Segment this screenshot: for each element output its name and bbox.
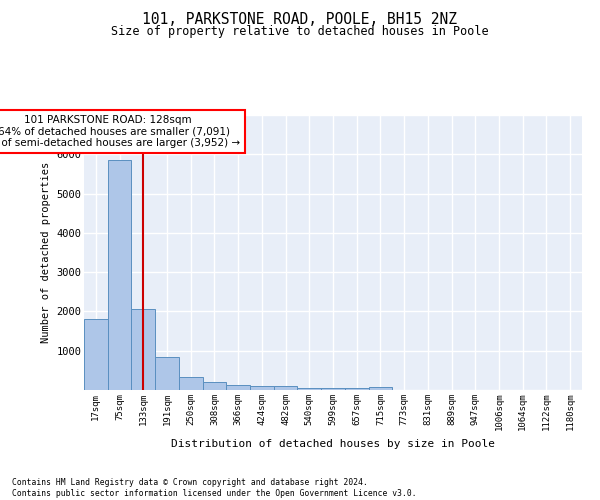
Bar bbox=[108, 160, 131, 390]
Bar bbox=[321, 388, 345, 390]
Bar bbox=[345, 388, 368, 390]
Bar bbox=[131, 310, 155, 390]
Bar bbox=[179, 376, 203, 390]
Bar bbox=[84, 320, 108, 390]
Bar bbox=[226, 386, 250, 390]
Bar bbox=[274, 386, 298, 390]
Bar bbox=[155, 358, 179, 390]
Text: Size of property relative to detached houses in Poole: Size of property relative to detached ho… bbox=[111, 24, 489, 38]
Y-axis label: Number of detached properties: Number of detached properties bbox=[41, 162, 50, 343]
Bar bbox=[203, 382, 226, 390]
Bar bbox=[298, 388, 321, 390]
X-axis label: Distribution of detached houses by size in Poole: Distribution of detached houses by size … bbox=[171, 438, 495, 448]
Bar bbox=[250, 386, 274, 390]
Text: 101 PARKSTONE ROAD: 128sqm
← 64% of detached houses are smaller (7,091)
36% of s: 101 PARKSTONE ROAD: 128sqm ← 64% of deta… bbox=[0, 115, 240, 148]
Text: 101, PARKSTONE ROAD, POOLE, BH15 2NZ: 101, PARKSTONE ROAD, POOLE, BH15 2NZ bbox=[143, 12, 458, 26]
Bar bbox=[368, 387, 392, 390]
Text: Contains HM Land Registry data © Crown copyright and database right 2024.
Contai: Contains HM Land Registry data © Crown c… bbox=[12, 478, 416, 498]
